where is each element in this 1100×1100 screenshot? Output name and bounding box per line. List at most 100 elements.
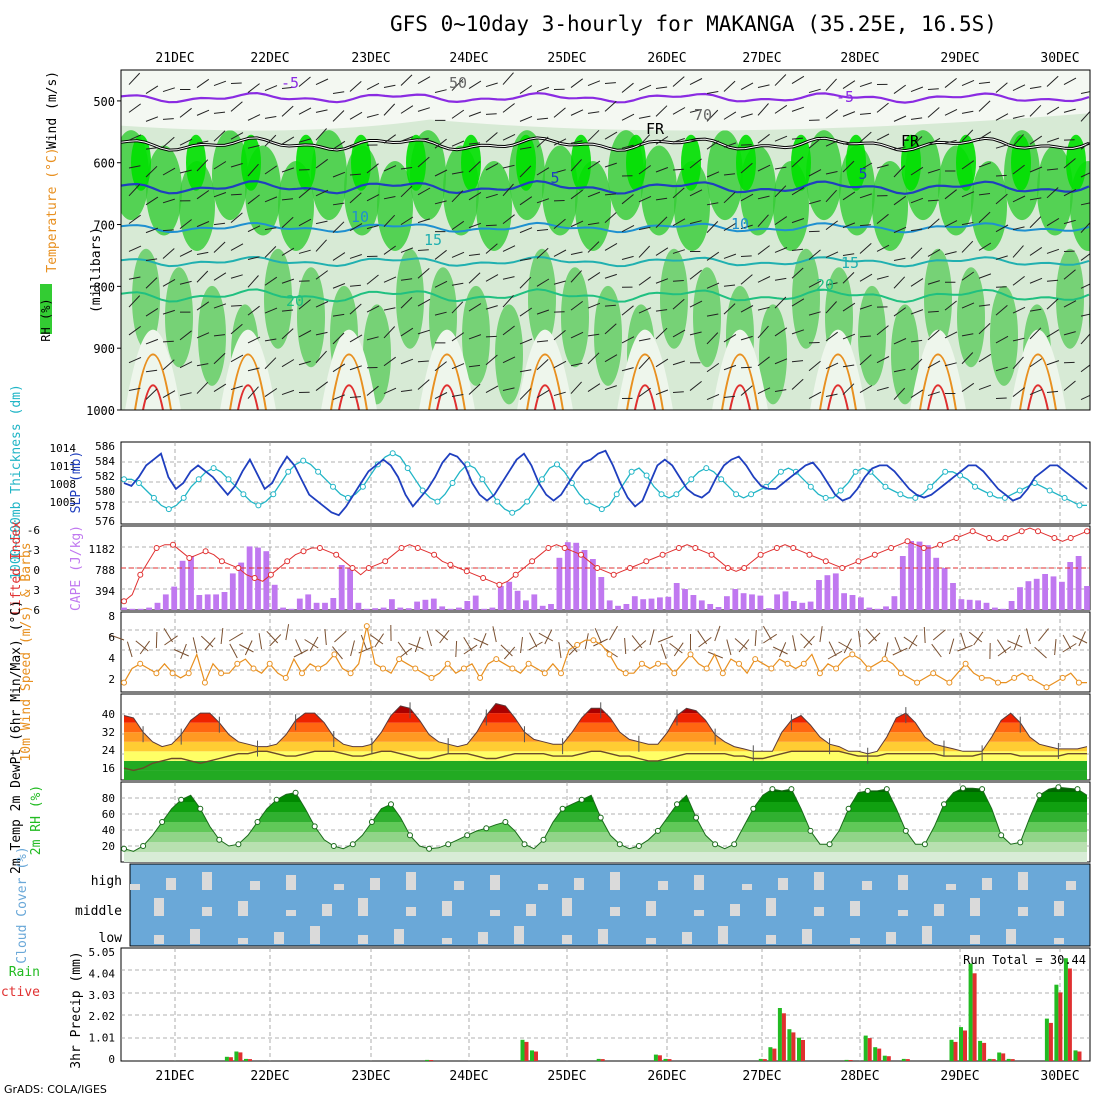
- lifted-index-line-point: [431, 551, 438, 558]
- wind10-speed-line-point: [574, 641, 581, 648]
- contour-label: 15: [841, 254, 859, 272]
- wind-barb: [825, 171, 838, 175]
- thickness-line-point: [583, 498, 590, 505]
- wind10-barb: [903, 636, 918, 647]
- rh-line-point: [483, 825, 490, 832]
- cape-bar: [389, 599, 395, 610]
- lifted-index-line-point: [920, 545, 927, 551]
- wind-barb: [349, 111, 363, 120]
- wind10-barb: [819, 626, 823, 643]
- cape-bar: [305, 594, 312, 610]
- wind-barb: [604, 162, 617, 168]
- cloud-cell: [658, 881, 668, 890]
- cape-bar: [1067, 562, 1074, 610]
- wind-barb: [128, 356, 142, 364]
- wind10-barb: [1062, 634, 1072, 650]
- cloud-cell: [490, 910, 500, 916]
- wind-barb: [502, 214, 515, 225]
- wind-barb: [196, 190, 210, 200]
- wind-barb: [672, 360, 685, 366]
- cape-bar: [606, 600, 613, 610]
- wind-barb: [655, 197, 668, 201]
- cloud-cell: [1018, 872, 1028, 890]
- wind-barb: [774, 358, 788, 365]
- cloud-cell: [1018, 907, 1028, 916]
- wind-barb: [1012, 134, 1024, 147]
- lifted-tick: 3: [33, 584, 40, 597]
- wind-barb: [927, 199, 939, 202]
- wind-barb: [893, 276, 906, 289]
- wind-barb: [587, 222, 600, 226]
- temp-band-base: [124, 770, 1087, 780]
- wind-barb: [145, 338, 159, 345]
- wind-barb: [485, 132, 498, 143]
- wind-barb: [230, 243, 244, 251]
- cloud-cell: [610, 872, 620, 890]
- wind10-barb: [1038, 628, 1049, 642]
- wind-barb: [349, 303, 362, 315]
- wind-barb: [570, 381, 582, 394]
- wind-barb: [1063, 269, 1076, 280]
- cape-bar: [950, 583, 956, 610]
- wind-barb: [417, 137, 429, 140]
- precip-total-bar: [797, 1037, 801, 1061]
- wind-barb: [570, 362, 583, 367]
- thickness-line-point: [494, 498, 501, 505]
- wind-barb: [230, 354, 244, 363]
- wind-barb: [417, 107, 430, 112]
- cape-bar: [849, 595, 856, 610]
- cape-bar: [581, 550, 588, 610]
- wind10-barb: [126, 641, 133, 658]
- wind-barb: [791, 267, 804, 279]
- lifted-index-line-point: [724, 565, 731, 571]
- wind-barb: [281, 167, 295, 173]
- wind-barb: [383, 245, 396, 255]
- wind10-speed-line-point: [816, 670, 823, 677]
- rh-blob: [495, 304, 523, 405]
- cape-bar: [899, 556, 906, 610]
- wind-barb: [502, 294, 514, 308]
- cloud-cell: [802, 929, 812, 944]
- wind-barb: [621, 255, 634, 260]
- wind-barb: [910, 389, 924, 398]
- wind10-barb: [139, 640, 151, 655]
- wind-barb: [825, 189, 837, 203]
- wind10-speed-line-point: [558, 670, 564, 677]
- cape-axis-label: CAPE (J/kg): [69, 525, 84, 611]
- wind10-barb: [657, 635, 674, 643]
- precip-total-bar: [959, 1027, 963, 1061]
- rh-core: [791, 134, 811, 191]
- cloud-cell: [130, 884, 140, 890]
- wind10-barb: [1062, 643, 1077, 653]
- temp-tick: 32: [102, 726, 115, 739]
- wind-barb: [927, 107, 940, 118]
- wind-barb: [383, 326, 396, 339]
- wind-barb: [859, 273, 873, 282]
- wind-barb: [1080, 141, 1090, 150]
- wind10-barb: [1034, 646, 1047, 659]
- wind10-barb: [584, 633, 589, 650]
- wind-barb: [519, 165, 532, 178]
- wind10-speed-line-point: [849, 651, 856, 658]
- wind-barb: [1080, 253, 1090, 261]
- wind-barb: [298, 330, 312, 338]
- cape-bar: [1008, 601, 1015, 610]
- wind10-barb: [200, 635, 214, 648]
- wind10-barb: [843, 638, 852, 654]
- lifted-index-line-point: [529, 558, 536, 565]
- wind-barb: [553, 169, 566, 174]
- lifted-index-line-point: [202, 548, 209, 555]
- precip-total-bar: [777, 1008, 782, 1061]
- wind-barb: [570, 78, 583, 88]
- cloud-cell: [946, 884, 956, 890]
- wind-barb: [179, 280, 192, 285]
- date-tick-bottom: 22DEC: [250, 1069, 289, 1084]
- lifted-index-line-point: [904, 538, 911, 545]
- wind-barb: [706, 332, 719, 345]
- wind-barb: [859, 354, 872, 366]
- thickness-tick: 582: [95, 470, 115, 483]
- cape-bar: [615, 605, 621, 610]
- wind-barb: [995, 335, 1009, 344]
- precip-tick: 0: [108, 1053, 115, 1066]
- rh-band: [124, 832, 1087, 842]
